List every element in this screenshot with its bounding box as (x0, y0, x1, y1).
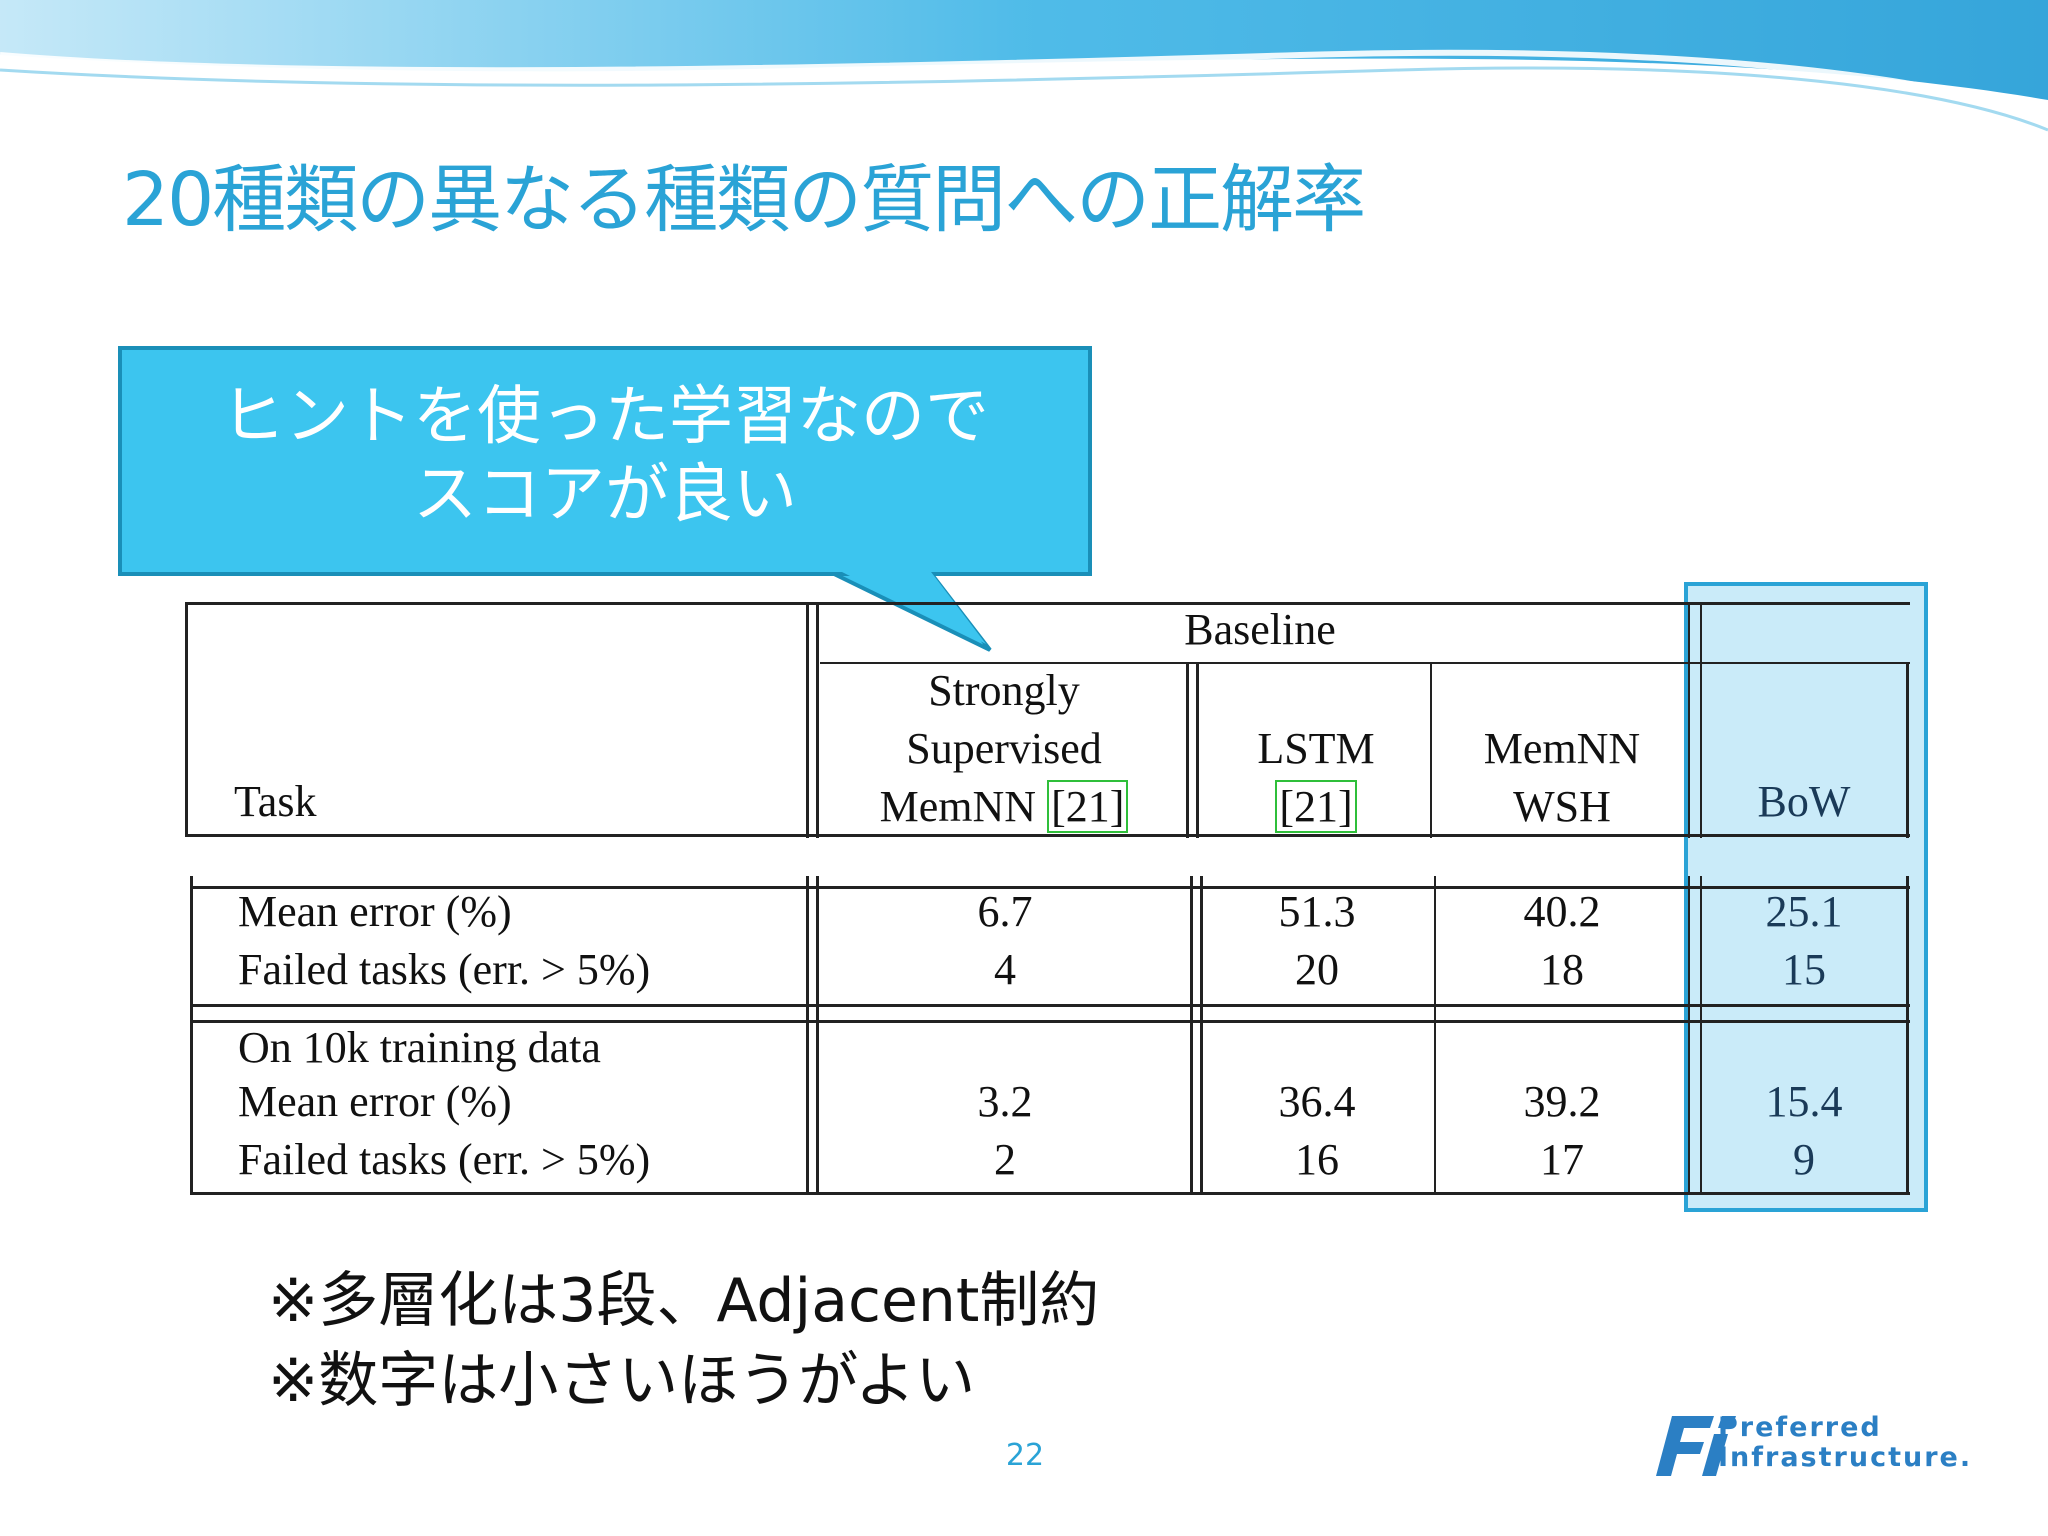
bow-column-highlight (1684, 582, 1928, 1212)
column-header-bow: BoW (1757, 777, 1851, 826)
table-cell: 2 (994, 1135, 1016, 1184)
table-rule-section1-bottom (190, 1004, 1910, 1007)
logo-line-1: Preferred (1718, 1412, 1882, 1443)
table-cell: 6.7 (977, 887, 1033, 936)
table-vrule-col3-b (1700, 602, 1702, 838)
footnote-layers: ※多層化は3段、Adjacent制約 (268, 1266, 1100, 1336)
section-heading: On 10k training data (238, 1023, 601, 1072)
table-cell: 18 (1540, 945, 1584, 994)
table-cell: 51.3 (1278, 887, 1356, 936)
table-cell: 20 (1295, 945, 1339, 994)
table-cell: 15 (1782, 945, 1826, 994)
table-vrule-col2 (1430, 662, 1432, 838)
footnote-smaller-better: ※数字は小さいほうがよい (268, 1346, 976, 1416)
table-vrule-col1-c (1190, 876, 1193, 1192)
row-label: Failed tasks (err. > 5%) (238, 1135, 651, 1184)
pfi-logo-icon (1656, 1416, 1736, 1476)
row-label: Mean error (%) (238, 1077, 512, 1126)
callout-text: ヒントを使った学習なので スコアが良い (118, 378, 1092, 534)
table-vrule-col1-d (1200, 876, 1203, 1192)
table-cell: 4 (994, 945, 1016, 994)
table-rule-section2-top (190, 1020, 1910, 1023)
table-rule-header-bottom (185, 834, 1910, 837)
table-rule-top (185, 602, 1910, 605)
table-vrule-task-b (816, 602, 819, 838)
callout-line-1: ヒントを使った学習なので (221, 380, 989, 454)
callout-line-2: スコアが良い (413, 458, 797, 532)
table-vrule-right (1906, 662, 1909, 838)
table-vrule-col1-a (1186, 662, 1189, 838)
table-vrule-left2 (190, 876, 193, 1192)
table-vrule-col3-d (1700, 876, 1702, 1192)
task-column-header: Task (234, 777, 317, 826)
group-header-baseline: Baseline (1184, 605, 1336, 654)
table-vrule-task-a (806, 602, 809, 838)
citation-link[interactable]: [21] (1047, 780, 1129, 833)
callout-bubble (118, 346, 1092, 576)
table-cell: 3.2 (977, 1077, 1033, 1126)
citation-link[interactable]: [21] (1275, 780, 1357, 833)
table-vrule-col1-b (1196, 662, 1199, 838)
callout-tail-fill (834, 568, 986, 644)
table-rule-section1-top (190, 886, 1910, 889)
table-cell: 36.4 (1278, 1077, 1356, 1126)
table-vrule-left (185, 602, 188, 834)
table-cell: 39.2 (1523, 1077, 1601, 1126)
table-vrule-task-c (806, 876, 809, 1192)
table-rule-bottom (190, 1192, 1910, 1195)
table-vrule-right2 (1906, 876, 1909, 1192)
table-cell: 25.1 (1765, 887, 1843, 936)
table-cell: 15.4 (1765, 1077, 1843, 1126)
table-cell: 40.2 (1523, 887, 1601, 936)
slide-title: 20種類の異なる種類の質問への正解率 (122, 157, 1366, 243)
table-vrule-col3-a (1688, 602, 1690, 838)
table-cell: 9 (1793, 1135, 1815, 1184)
table-vrule-col3-c (1688, 876, 1690, 1192)
page-number: 22 (1005, 1438, 1045, 1473)
column-header-memnn-wsh: MemNN WSH (1483, 724, 1641, 831)
column-header-lstm: LSTM [21] (1257, 724, 1375, 833)
header-wave-decoration (0, 0, 2048, 132)
table-vrule-task-d (816, 876, 819, 1192)
row-label: Failed tasks (err. > 5%) (238, 945, 651, 994)
table-rule-baseline (820, 662, 1910, 664)
row-label: Mean error (%) (238, 887, 512, 936)
logo-line-2: Infrastructure. (1718, 1442, 1973, 1473)
table-vrule-col2-b (1434, 876, 1436, 1192)
table-cell: 16 (1295, 1135, 1339, 1184)
table-cell: 17 (1540, 1135, 1584, 1184)
column-header-strongly-supervised: Strongly Supervised MemNN [21] (820, 662, 1188, 836)
